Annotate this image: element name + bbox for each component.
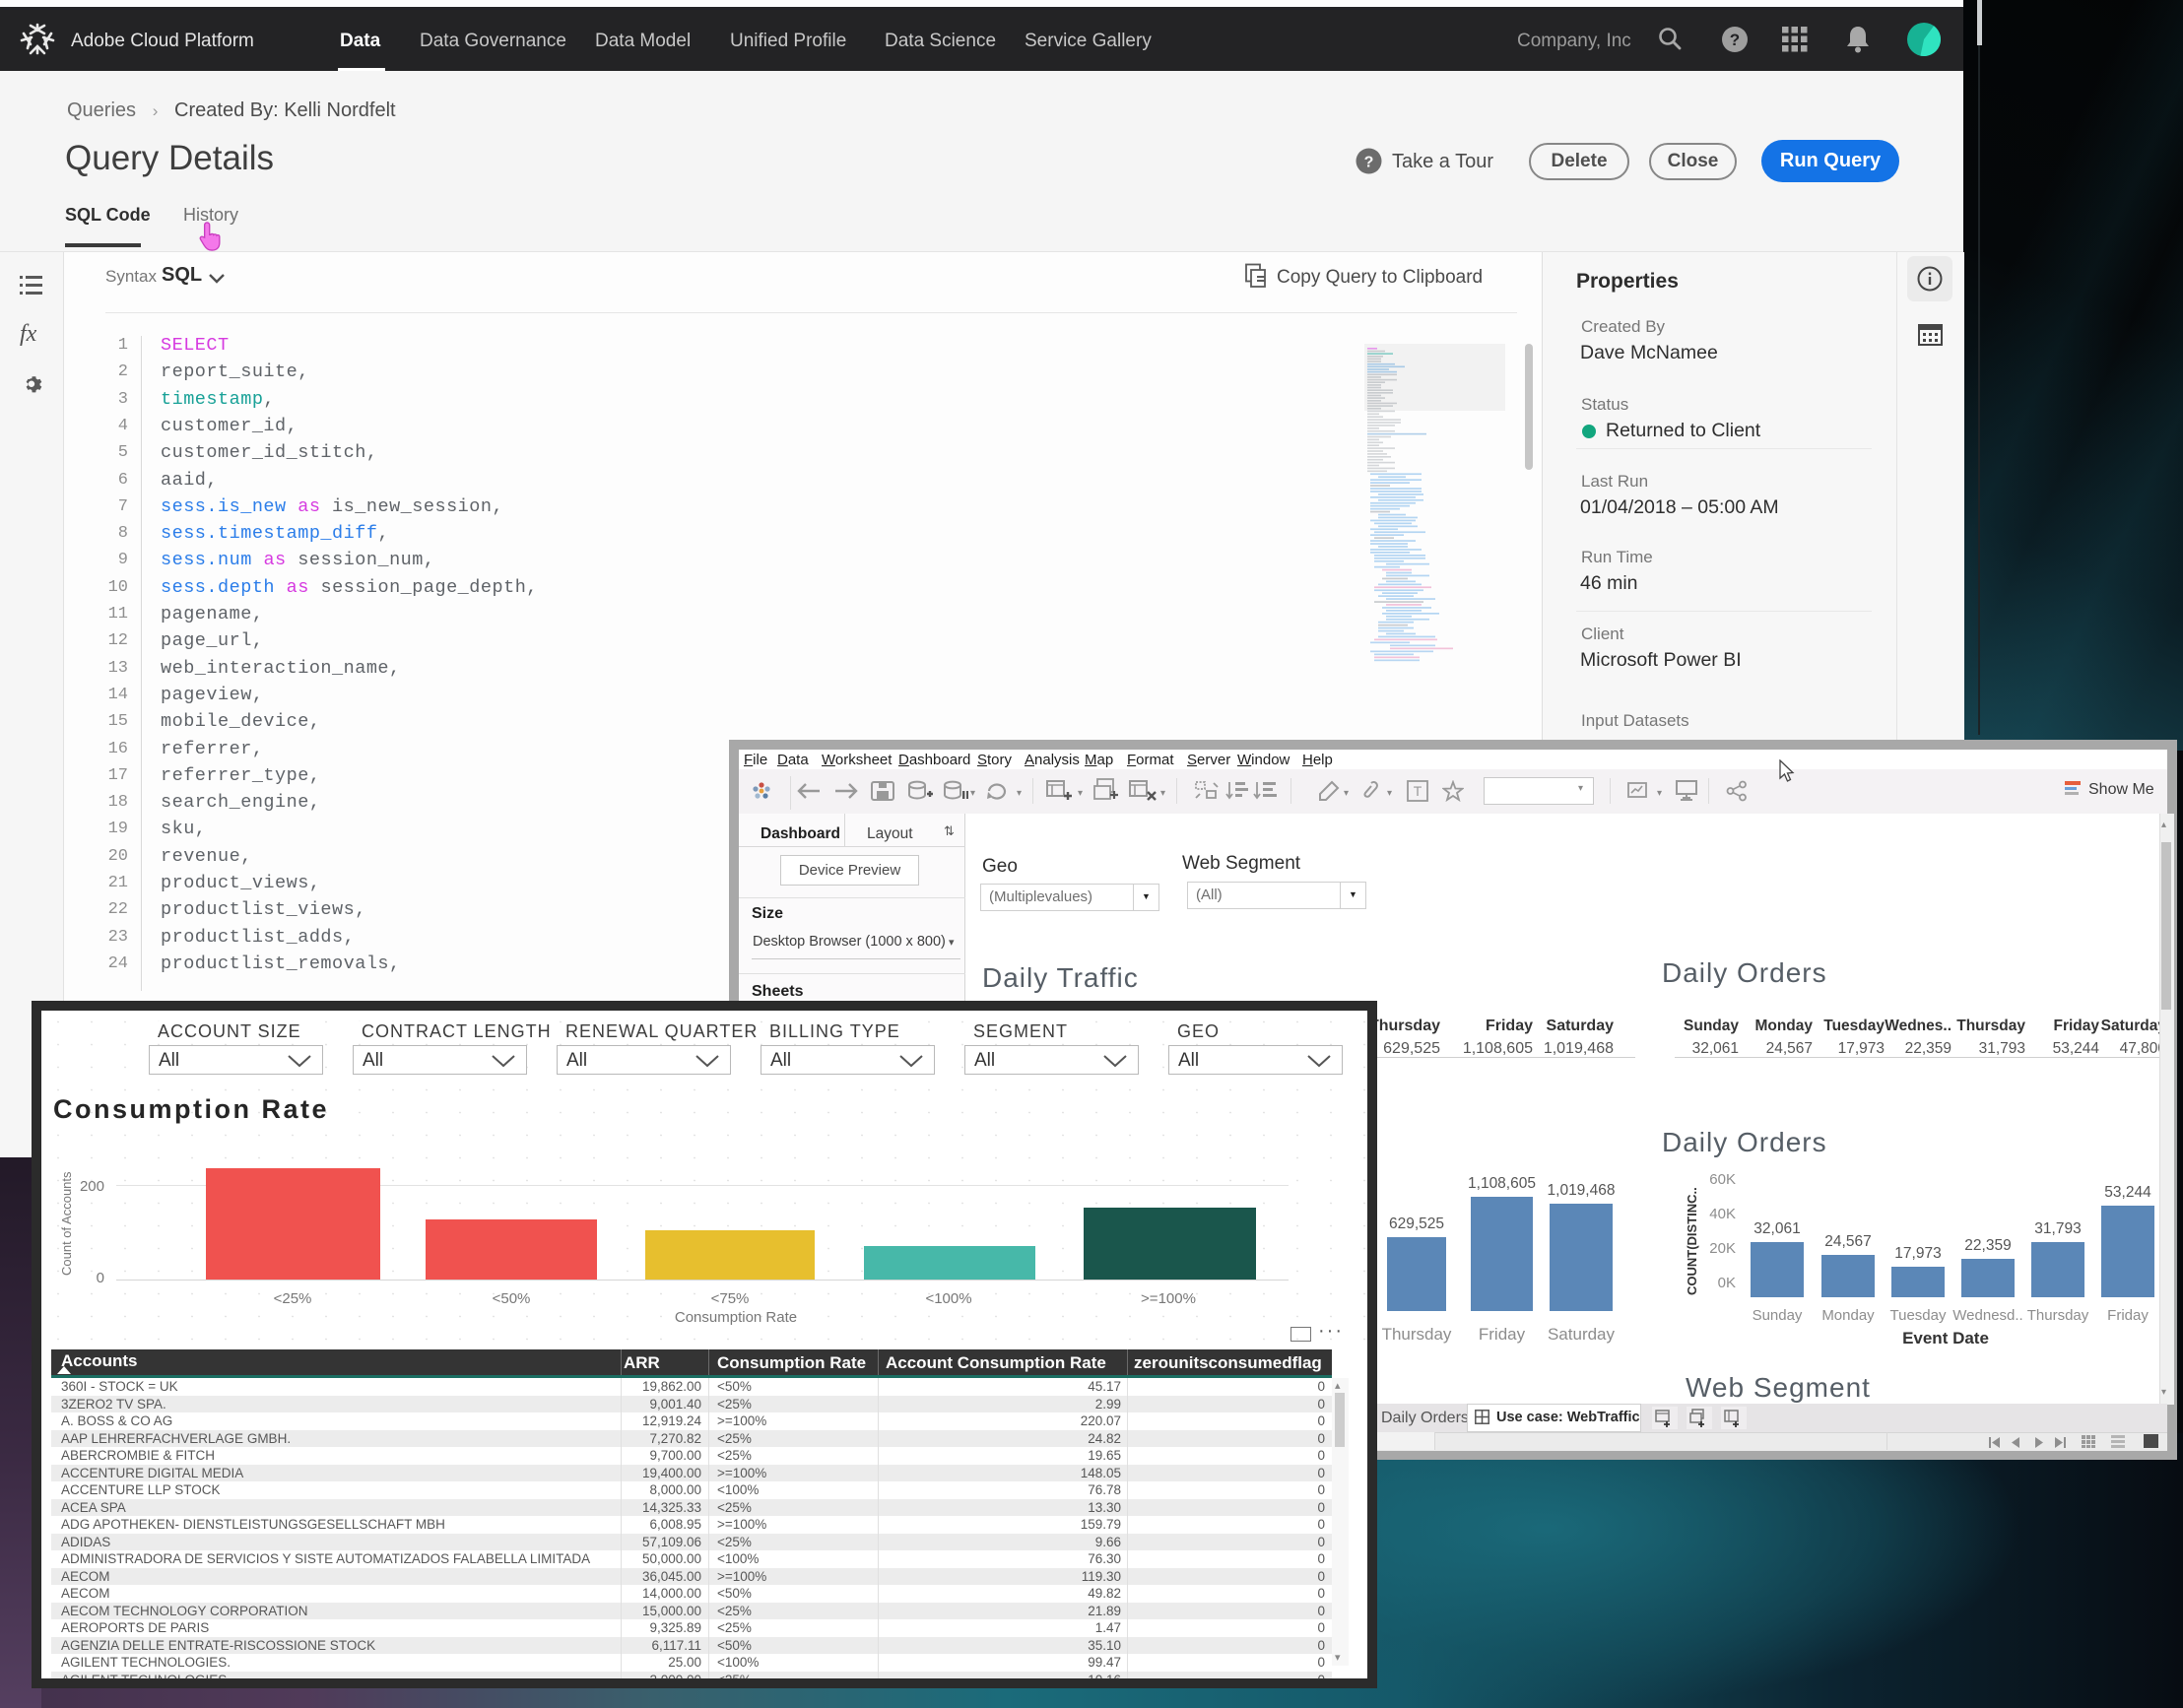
svg-text:?: ?	[1364, 155, 1374, 171]
svg-text:?: ?	[1730, 31, 1740, 49]
svg-text:T: T	[1414, 783, 1422, 799]
